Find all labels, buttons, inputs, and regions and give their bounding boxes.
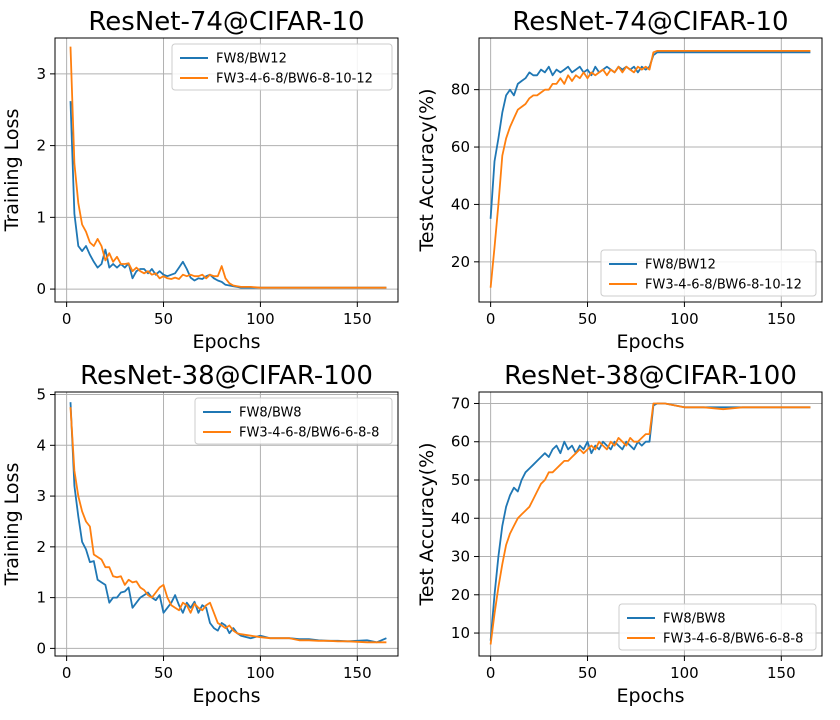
y-tick-label: 70 <box>451 394 470 412</box>
y-tick-label: 80 <box>451 81 470 99</box>
y-axis-label: Test Accuracy(%) <box>416 88 438 252</box>
x-tick-label: 100 <box>670 664 699 682</box>
chart-panel-3: 0 50 100 150 0 1 2 3 4 5 ResNet-38@CIFAR-100 Epochs… <box>1 361 399 707</box>
plot-frame <box>478 37 823 303</box>
legend-label-1: FW8/BW12 <box>645 258 716 273</box>
y-tick-label: 20 <box>451 253 470 271</box>
y-tick-label: 60 <box>451 138 470 156</box>
x-tick-label: 0 <box>486 310 496 328</box>
x-axis-label: Epochs <box>192 685 260 707</box>
x-tick-label: 100 <box>670 310 699 328</box>
y-axis-label: Training Loss <box>1 109 23 233</box>
chart-title: ResNet-74@CIFAR-10 <box>512 7 788 37</box>
y-tick-label: 3 <box>36 65 46 83</box>
y-axis-label: Test Accuracy(%) <box>416 442 438 606</box>
legend-label-1: FW8/BW8 <box>663 612 726 627</box>
y-tick-label: 2 <box>36 538 46 556</box>
y-tick-label: 20 <box>451 586 470 604</box>
x-tick-label: 50 <box>578 310 597 328</box>
y-tick-label: 3 <box>36 487 46 505</box>
y-tick-label: 0 <box>36 639 46 657</box>
legend-box <box>171 43 393 91</box>
chart-panel-2: 0 50 100 150 20 40 60 80 ResNet-74@CIFAR-10 Epoch… <box>416 7 823 353</box>
y-tick-label: 0 <box>36 280 46 298</box>
x-tick-label: 150 <box>767 310 796 328</box>
y-tick-label: 60 <box>451 433 470 451</box>
y-tick-label: 1 <box>36 208 46 226</box>
y-tick-label: 1 <box>36 589 46 607</box>
legend-label-2: FW3-4-6-8/BW6-6-8-8 <box>663 632 803 647</box>
chart-title: ResNet-38@CIFAR-100 <box>80 361 373 391</box>
y-tick-label: 40 <box>451 509 470 527</box>
x-tick-label: 150 <box>343 664 372 682</box>
legend-box <box>618 603 817 651</box>
y-tick-label: 50 <box>451 471 470 489</box>
series-line-2 <box>69 46 387 289</box>
plot-frame <box>478 391 823 657</box>
series-line-2 <box>69 407 387 644</box>
x-tick-label: 150 <box>343 310 372 328</box>
x-tick-label: 0 <box>62 310 72 328</box>
chart-title: ResNet-74@CIFAR-10 <box>88 7 364 37</box>
x-axis-label: Epochs <box>616 331 684 353</box>
y-tick-label: 4 <box>36 436 46 454</box>
legend: FW8/BW12 FW3-4-6-8/BW6-8-10-12 <box>171 43 393 91</box>
x-tick-label: 0 <box>486 664 496 682</box>
legend-label-2: FW3-4-6-8/BW6-8-10-12 <box>645 278 802 293</box>
plot-frame <box>54 391 399 657</box>
series-line-2 <box>489 402 811 645</box>
x-tick-label: 50 <box>578 664 597 682</box>
legend: FW8/BW8 FW3-4-6-8/BW6-6-8-8 <box>618 603 817 651</box>
x-tick-label: 100 <box>246 664 275 682</box>
chart-panel-1: 0 50 100 150 0 1 2 3 ResNet-74@CIFAR-10 Epochs Tra… <box>1 7 399 353</box>
plot-frame <box>54 37 399 303</box>
x-axis-label: Epochs <box>192 331 260 353</box>
y-tick-label: 2 <box>36 137 46 155</box>
y-tick-label: 5 <box>36 386 46 404</box>
series-line-2 <box>489 50 811 288</box>
x-tick-label: 50 <box>154 664 173 682</box>
chart-panel-4: 0 50 100 150 10 20 30 40 50 60 70 ResNet-38@CIFAR-1… <box>416 361 823 707</box>
y-tick-label: 10 <box>451 624 470 642</box>
x-tick-label: 150 <box>767 664 796 682</box>
y-tick-label: 30 <box>451 548 470 566</box>
x-tick-label: 100 <box>246 310 275 328</box>
x-axis-label: Epochs <box>616 685 684 707</box>
y-tick-label: 40 <box>451 195 470 213</box>
legend: FW8/BW12 FW3-4-6-8/BW6-8-10-12 <box>600 249 817 297</box>
legend-label-2: FW3-4-6-8/BW6-6-8-8 <box>239 426 379 441</box>
legend-label-1: FW8/BW8 <box>239 406 302 421</box>
x-tick-label: 50 <box>154 310 173 328</box>
y-axis-label: Training Loss <box>1 463 23 587</box>
legend-box <box>600 249 817 297</box>
chart-title: ResNet-38@CIFAR-100 <box>504 361 797 391</box>
legend: FW8/BW8 FW3-4-6-8/BW6-6-8-8 <box>194 397 393 445</box>
series-line-1 <box>489 51 811 219</box>
legend-box <box>194 397 393 445</box>
x-tick-label: 0 <box>62 664 72 682</box>
legend-label-2: FW3-4-6-8/BW6-8-10-12 <box>216 72 373 87</box>
legend-label-1: FW8/BW12 <box>216 52 287 67</box>
